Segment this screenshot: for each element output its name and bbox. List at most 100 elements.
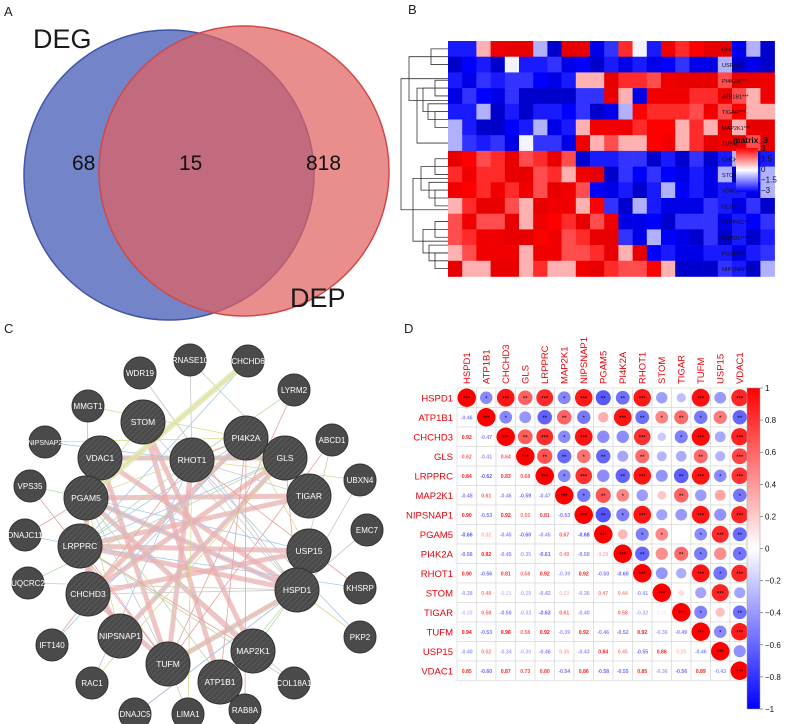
correlation-value: -0.53 [480, 513, 492, 519]
heatmap-cell [533, 56, 548, 73]
network-edge [167, 389, 295, 665]
heatmap-cell [476, 103, 491, 120]
correlation-circle [615, 468, 630, 483]
network-node-label: KHSRP [346, 584, 374, 593]
correlation-significance: *** [639, 474, 647, 480]
heatmap-cell [632, 229, 648, 246]
heatmap-cell [675, 56, 690, 73]
heatmap-cell [561, 103, 577, 120]
correlation-row-label: TIGAR [424, 608, 453, 619]
heatmap-cell [448, 41, 463, 57]
correlation-significance: ** [562, 416, 567, 422]
heatmap-cell [732, 213, 747, 230]
network-node-label: LIMA1 [176, 710, 200, 719]
correlation-circle [652, 583, 671, 602]
correlation-value: -0.46 [695, 649, 707, 655]
heatmap-cell [604, 260, 619, 277]
network-node-label: PKP2 [350, 633, 371, 642]
network-node: RAB8A [228, 693, 262, 724]
network-node: LYRM2 [277, 373, 311, 407]
heatmap-cell [675, 182, 690, 199]
heatmap-legend-tick: 1.5 [761, 155, 773, 164]
heatmap-cell [448, 166, 463, 183]
heatmap-cell [462, 229, 477, 246]
network-edge [79, 543, 310, 554]
correlation-col-label: MAP2K1 [559, 347, 570, 385]
correlation-circle [734, 587, 746, 599]
heatmap-cell [476, 41, 491, 57]
heatmap-row-label: GLS*** [722, 204, 740, 210]
heatmap-cell [732, 260, 747, 277]
correlation-significance: * [719, 416, 722, 422]
colorbar-tick-label: 1 [765, 384, 770, 393]
correlation-value: 0.55 [520, 513, 530, 519]
venn-count-deg-only: 68 [72, 152, 95, 175]
heatmap-cell [732, 103, 747, 120]
correlation-significance: *** [658, 591, 666, 597]
correlation-value: -0.68 [578, 532, 590, 538]
heatmap-legend-tick: −1.5 [761, 176, 777, 185]
correlation-significance: * [700, 416, 703, 422]
heatmap-row-dendrogram [400, 48, 448, 270]
heatmap-cell [533, 135, 548, 152]
correlation-circle [557, 449, 572, 464]
network-edge [97, 457, 171, 665]
correlation-significance: *** [483, 416, 491, 422]
heatmap-cell [675, 88, 690, 105]
correlation-significance: ** [620, 474, 625, 480]
correlation-circle [657, 490, 667, 500]
correlation-significance: * [700, 533, 703, 539]
correlation-value: 0.01 [598, 610, 608, 616]
correlation-value: -0.21 [500, 591, 512, 597]
heatmap-cell [448, 198, 463, 214]
correlation-circle [676, 568, 687, 579]
heatmap-cell [476, 166, 491, 183]
heatmap-cell [760, 103, 775, 120]
heatmap-cell [661, 135, 676, 152]
correlation-value: 0.86 [657, 649, 667, 655]
network-node: NIPSNAP2 [28, 425, 62, 459]
heatmap-cell [646, 229, 662, 246]
heatmap-cell [661, 119, 676, 136]
heatmap-cell [760, 150, 775, 167]
heatmap-cell [448, 135, 463, 152]
heatmap-cell [632, 182, 648, 199]
heatmap-cell [462, 198, 477, 214]
heatmap-legend-ticks: 3 1.50 −1.5−3 [761, 144, 777, 195]
correlation-significance: ** [562, 455, 567, 461]
heatmap-cell [490, 182, 506, 199]
correlation-significance: *** [736, 474, 744, 480]
network-node-label: MMGT1 [74, 402, 103, 411]
correlation-circle [635, 410, 650, 425]
heatmap-cell [519, 119, 534, 136]
network-node-label: GLS [276, 453, 293, 463]
heatmap-cell [646, 135, 662, 152]
correlation-circle [633, 564, 652, 583]
correlation-circle [694, 547, 708, 561]
heatmap-cell [760, 245, 775, 262]
heatmap-cell [590, 88, 605, 105]
correlation-significance: * [505, 416, 508, 422]
network-node-label: RAB8A [232, 706, 259, 715]
heatmap-cell [632, 41, 648, 57]
network-panel: C RNASE10 CHCHD6 WDR19 LYRM2 MMGT1 RHOT1 PI4K2… [4, 321, 384, 724]
heatmap-cell [760, 166, 775, 183]
correlation-significance: * [661, 533, 664, 539]
heatmap-cell [618, 245, 633, 262]
dendrogram-branch [422, 87, 448, 113]
correlation-significance: *** [522, 455, 530, 461]
heatmap-cell [590, 182, 605, 199]
heatmap-cell [632, 166, 648, 183]
heatmap-cell [661, 72, 676, 89]
network-edge [219, 437, 247, 683]
heatmap-cell [504, 229, 520, 246]
panel-letter-b: B [408, 2, 417, 17]
heatmap-cell [746, 260, 761, 277]
correlation-col-label: CHCHD3 [501, 344, 512, 384]
correlation-circle [711, 642, 730, 661]
correlation-value: -0.49 [675, 630, 687, 636]
correlation-row-label: HSPD1 [421, 393, 453, 404]
heatmap-cell [547, 135, 562, 152]
correlation-row-label: MAP2K1 [416, 491, 454, 502]
correlation-significance: ** [698, 455, 703, 461]
